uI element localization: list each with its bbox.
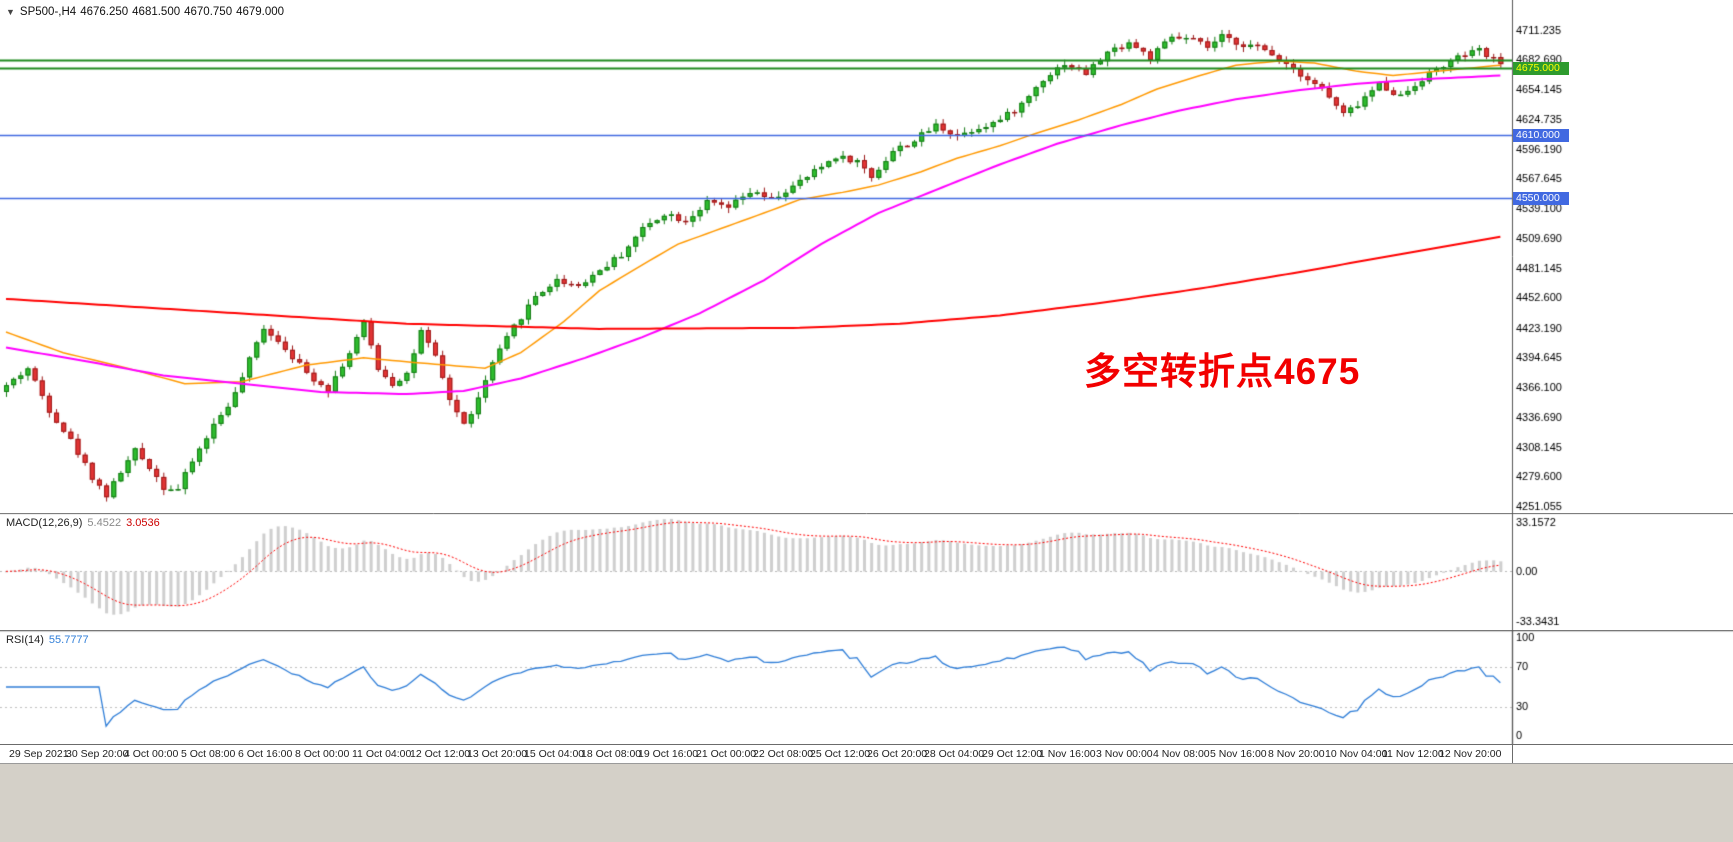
time-label: 12 Oct 12:00 xyxy=(410,748,471,760)
symbol-dropdown-icon[interactable]: ▼ xyxy=(6,7,15,17)
time-label: 15 Oct 04:00 xyxy=(524,748,585,760)
price-panel: ▼ SP500-,H4 4676.250 4681.500 4670.750 4679.0… xyxy=(0,0,1733,513)
time-label: 18 Oct 08:00 xyxy=(581,748,642,760)
time-label: 19 Oct 16:00 xyxy=(638,748,699,760)
time-label: 5 Nov 16:00 xyxy=(1210,748,1267,760)
time-label: 12 Nov 20:00 xyxy=(1439,748,1502,760)
price-tag-4610: 4610.000 xyxy=(1513,129,1569,142)
macd-label: MACD(12,26,9) xyxy=(6,517,83,529)
time-label: 21 Oct 00:00 xyxy=(696,748,757,760)
time-label: 25 Oct 12:00 xyxy=(810,748,871,760)
macd-panel: MACD(12,26,9) 5.4522 3.0536 xyxy=(0,513,1733,630)
symbol-quote: ▼ SP500-,H4 4676.250 4681.500 4670.750 4679.0… xyxy=(6,6,288,18)
time-label: 26 Oct 20:00 xyxy=(867,748,928,760)
rsi-label: RSI(14) xyxy=(6,634,44,646)
rsi-chart-canvas[interactable] xyxy=(0,630,1733,744)
time-label: 28 Oct 04:00 xyxy=(924,748,985,760)
rsi-value: 55.7777 xyxy=(48,634,89,646)
time-label: 13 Oct 20:00 xyxy=(467,748,528,760)
time-label: 8 Nov 20:00 xyxy=(1268,748,1325,760)
time-label: 29 Sep 2021 xyxy=(9,748,69,760)
terminal-background xyxy=(0,763,1733,842)
time-label: 6 Oct 16:00 xyxy=(238,748,293,760)
time-label: 8 Oct 00:00 xyxy=(295,748,350,760)
quote-high: 4681.500 xyxy=(132,6,181,18)
time-label: 10 Nov 04:00 xyxy=(1325,748,1388,760)
time-label: 30 Sep 20:00 xyxy=(66,748,129,760)
time-label: 4 Oct 00:00 xyxy=(124,748,179,760)
price-chart-canvas[interactable] xyxy=(0,0,1733,513)
time-label: 1 Nov 16:00 xyxy=(1039,748,1096,760)
symbol-timeframe: SP500-,H4 xyxy=(19,6,77,18)
time-axis[interactable]: 29 Sep 2021 30 Sep 20:00 4 Oct 00:00 5 Oct … xyxy=(0,744,1733,763)
macd-chart-canvas[interactable] xyxy=(0,513,1733,630)
price-tag-4675: 4675.000 xyxy=(1513,62,1569,75)
quote-open: 4676.250 xyxy=(80,6,129,18)
time-label: 22 Oct 08:00 xyxy=(753,748,814,760)
rsi-panel: RSI(14) 55.7777 xyxy=(0,630,1733,744)
price-tag-4550: 4550.000 xyxy=(1513,192,1569,205)
quote-low: 4670.750 xyxy=(184,6,233,18)
time-label: 5 Oct 08:00 xyxy=(181,748,236,760)
macd-value-main: 5.4522 xyxy=(87,517,122,529)
macd-value-signal: 3.0536 xyxy=(126,517,160,529)
time-label: 4 Nov 08:00 xyxy=(1153,748,1210,760)
macd-header: MACD(12,26,9) 5.4522 3.0536 xyxy=(6,517,160,529)
time-label: 29 Oct 12:00 xyxy=(982,748,1043,760)
time-label: 11 Nov 12:00 xyxy=(1382,748,1444,760)
time-label: 3 Nov 00:00 xyxy=(1096,748,1153,760)
quote-close: 4679.000 xyxy=(236,6,285,18)
time-label: 11 Oct 04:00 xyxy=(352,748,412,760)
rsi-header: RSI(14) 55.7777 xyxy=(6,634,89,646)
annotation-text[interactable]: 多空转折点4675 xyxy=(1084,351,1361,392)
